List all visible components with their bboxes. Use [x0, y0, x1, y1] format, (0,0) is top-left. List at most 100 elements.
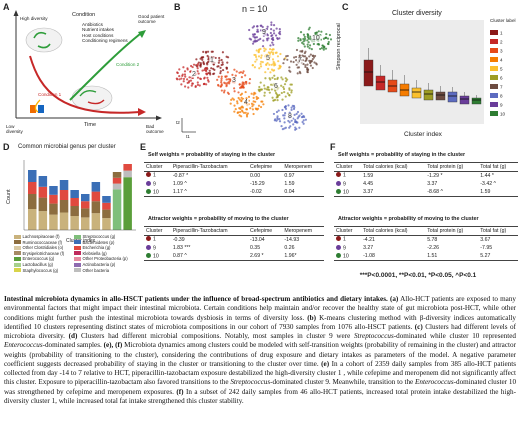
tsne-point: [252, 112, 255, 116]
tsne-point: [295, 48, 299, 52]
tsne-point: [249, 38, 253, 41]
tsne-point: [233, 104, 236, 107]
stacked-ylabel: Count: [6, 189, 12, 204]
tsne-point: [296, 117, 299, 120]
tsne-point: [272, 29, 275, 32]
value-cell: 1.96*: [282, 252, 324, 262]
tsne-point: [302, 122, 305, 125]
tsne-point: [235, 70, 238, 73]
tsne-point: [306, 63, 309, 66]
tsne-point: [274, 91, 278, 95]
tsne-point: [287, 104, 290, 107]
tsne-point: [202, 82, 206, 86]
tsne-point: [254, 100, 257, 103]
stacked-segment: [112, 177, 122, 184]
tsne-cluster-number: 2: [191, 71, 197, 78]
tsne-point: [233, 68, 236, 71]
condition-item: Conditioning regimens: [82, 38, 128, 44]
tsne-point: [282, 86, 285, 89]
tsne-point: [263, 49, 266, 53]
stacked-segment: [70, 190, 79, 198]
tsne-point: [273, 77, 277, 81]
tsne-point: [295, 112, 298, 115]
tsne-point: [268, 48, 272, 51]
tsne-point: [214, 56, 217, 60]
tsne-point: [272, 38, 275, 42]
tsne-point: [262, 103, 265, 106]
dysbiosis-ellipse: [71, 85, 113, 111]
caption-e-post: -dominated cluster 10 was strengthened b…: [4, 378, 517, 396]
value-cell: -0.39: [172, 236, 185, 243]
genus-legend-item: Other Clostridiales (o): [14, 245, 63, 250]
tsne-point: [184, 75, 187, 78]
tsne-point: [283, 83, 287, 86]
e-self-table: Cluster Piperacillin-Tazobactam Cefepime…: [144, 162, 324, 198]
tsne-point: [284, 112, 287, 115]
stacked-segment: [38, 197, 48, 212]
col-header: Cluster: [334, 162, 362, 172]
tsne-point: [270, 88, 273, 91]
stacked-segment: [102, 202, 111, 210]
value-cell: 3.37: [427, 180, 438, 187]
tsne-point: [238, 110, 242, 114]
tsne-point: [327, 40, 330, 44]
caption-e-pre: In a cohort of 2359 daily samples from 3…: [4, 359, 516, 387]
tsne-point: [200, 56, 203, 59]
cluster-legend-item: 1: [490, 30, 503, 36]
tsne-point: [255, 49, 258, 52]
tsne-point: [254, 60, 257, 63]
caption-e-entero: Enterococcus: [415, 378, 454, 387]
table-row: 9 1.83 *** 0.35 0.26: [144, 244, 324, 253]
genus-legend-item: Escherichia (g): [74, 245, 110, 250]
tsne-point: [273, 64, 276, 67]
col-header: Piperacillin-Tazobactam: [170, 162, 248, 172]
tsne-point: [281, 78, 284, 81]
tsne-point: [245, 82, 248, 85]
value-cell: 1.59: [363, 172, 374, 179]
tsne-point: [225, 78, 228, 81]
panel-e: E Self weights = probability of staying …: [140, 142, 330, 272]
tsne-point: [294, 128, 297, 131]
stacked-segment: [49, 186, 58, 195]
col-header: Cluster: [144, 226, 171, 236]
tsne-point: [275, 110, 279, 114]
tsne-point: [203, 76, 206, 79]
panel-d-label: D: [3, 142, 10, 152]
tsne-point: [299, 72, 302, 75]
tsne-point: [237, 96, 240, 100]
col-header: Meropenem: [282, 162, 324, 172]
tsne-point: [265, 63, 268, 66]
tsne-point: [187, 81, 190, 84]
tsne-point: [241, 83, 244, 86]
tsne-point: [290, 108, 293, 111]
value-cell: 0.97: [284, 172, 295, 179]
caption-d-mid: -dominated while cluster 10 represented: [393, 332, 516, 340]
panel-f-label: F: [330, 142, 336, 152]
tsne-point: [268, 77, 271, 80]
tsne-point: [299, 31, 303, 34]
genus-legend-item: Lactobacillus (g): [14, 262, 53, 267]
tsne-point: [296, 72, 299, 75]
tsne-point: [209, 73, 212, 76]
tsne-point: [278, 93, 281, 97]
value-cell: 1.59: [478, 188, 518, 198]
stacked-segment: [81, 208, 90, 218]
tsne-point: [219, 85, 222, 88]
tsne-cluster-number: 9: [261, 29, 267, 36]
table-row: 1 -0.87 * 0.00 0.97: [144, 171, 324, 180]
tsne-point: [273, 32, 276, 35]
stacked-segment: [59, 180, 69, 190]
tsne-point: [269, 44, 272, 47]
tsne-point: [241, 71, 244, 75]
tsne-point: [224, 75, 227, 78]
tsne-point: [326, 37, 330, 40]
tsne-point: [275, 27, 278, 30]
tsne-point: [297, 66, 301, 69]
tsne-point: [180, 83, 183, 86]
tsne-point: [267, 86, 270, 89]
boxplot-box: [447, 91, 458, 103]
e-self-title: Self weights = probability of staying in…: [148, 152, 276, 158]
tsne-point: [274, 118, 277, 121]
tsne-point: [204, 50, 208, 53]
genus-legend-item: Erysipelotrichaceae (f): [14, 251, 64, 256]
